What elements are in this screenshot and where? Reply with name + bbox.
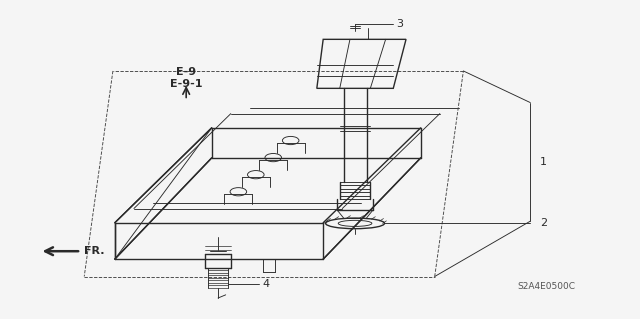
Text: 4: 4: [262, 279, 270, 289]
Text: E-9-1: E-9-1: [170, 79, 202, 89]
Text: 2: 2: [540, 219, 547, 228]
Text: E-9: E-9: [176, 67, 196, 77]
Text: 1: 1: [540, 157, 547, 167]
Text: 3: 3: [396, 19, 403, 28]
Text: S2A4E0500C: S2A4E0500C: [517, 282, 575, 291]
Text: FR.: FR.: [84, 246, 104, 256]
